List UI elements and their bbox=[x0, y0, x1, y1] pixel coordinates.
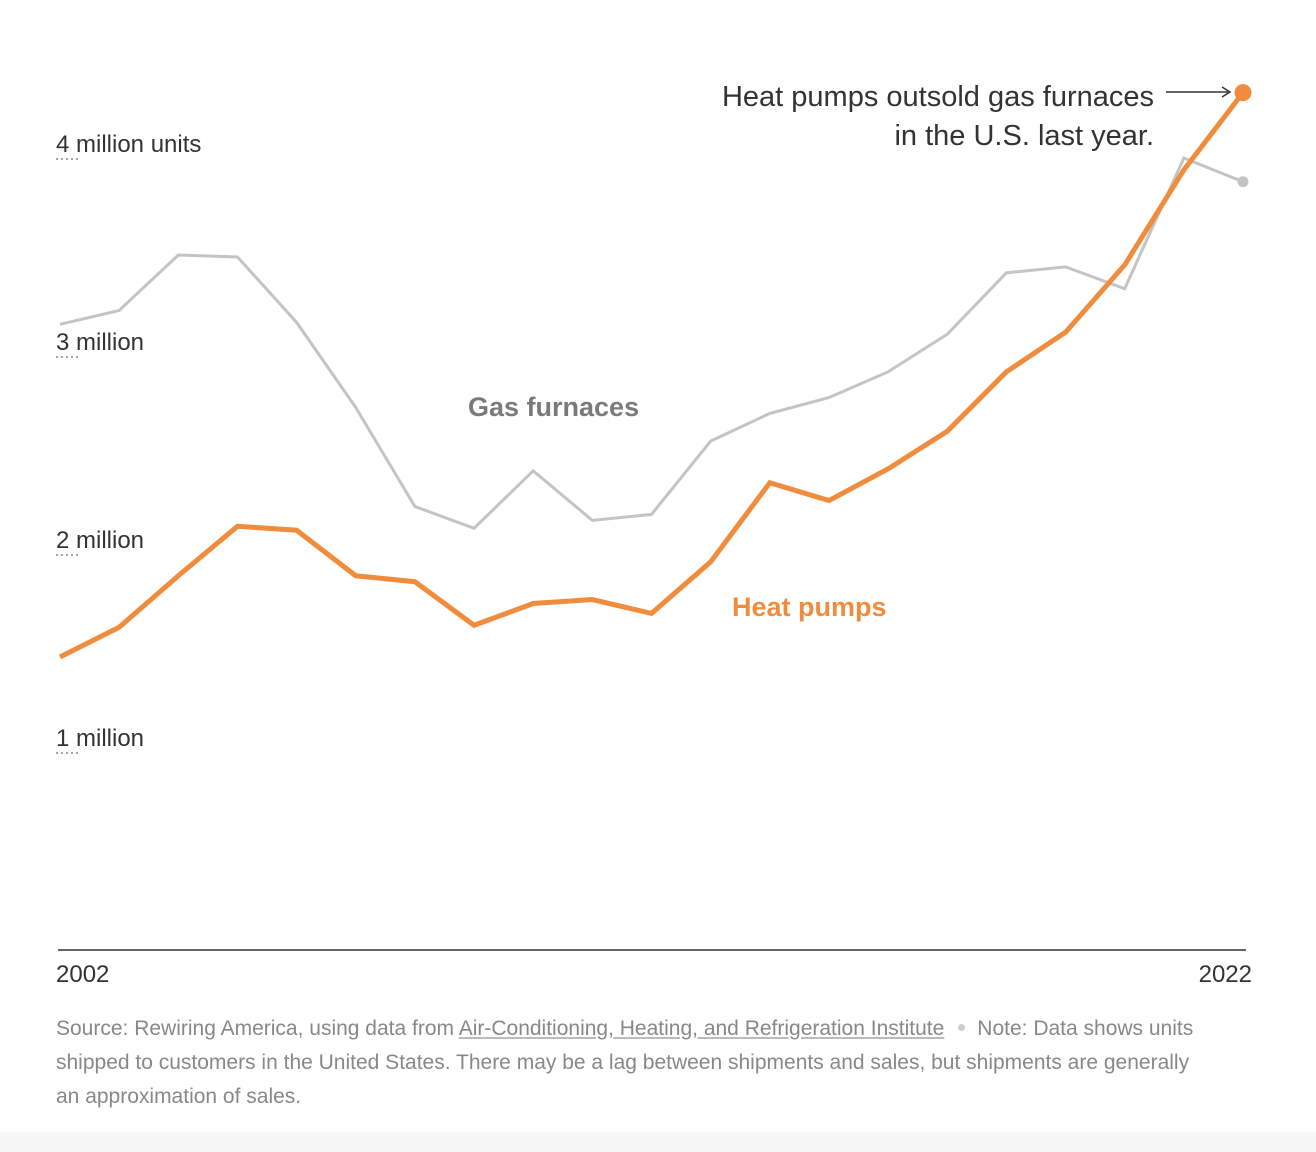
y-tick-label: 4 million units bbox=[56, 131, 201, 158]
source-link[interactable]: Air-Conditioning, Heating, and Refrigera… bbox=[458, 1017, 945, 1040]
note-text: Note: Data shows units shipped to custom… bbox=[56, 1017, 1194, 1108]
series-label-heat-pumps: Heat pumps bbox=[732, 592, 887, 622]
separator-dot-icon bbox=[958, 1024, 966, 1032]
series-label-gas-furnaces: Gas furnaces bbox=[468, 392, 639, 422]
arrow-head-icon bbox=[1221, 86, 1232, 98]
bottom-band bbox=[0, 1132, 1316, 1152]
x-tick-label: 2022 bbox=[1199, 961, 1252, 988]
y-tick-label: 2 million bbox=[56, 527, 144, 554]
line-chart: 1 million 2 million 3 million 4 million uni… bbox=[56, 81, 1252, 988]
gas-furnaces-end-point bbox=[1237, 176, 1249, 188]
annotation-line: Heat pumps outsold gas furnaces bbox=[722, 81, 1154, 113]
x-tick-label: 2002 bbox=[56, 961, 109, 988]
y-tick-label: 3 million bbox=[56, 329, 144, 356]
y-tick-label: 1 million bbox=[56, 725, 144, 752]
source-prefix: Source: Rewiring America, using data fro… bbox=[56, 1017, 459, 1040]
heat-pumps-end-point bbox=[1234, 84, 1252, 102]
source-note: Source: Rewiring America, using data fro… bbox=[56, 1012, 1216, 1114]
series-line-gas-furnaces bbox=[59, 156, 1244, 530]
series-line-heat-pumps bbox=[58, 91, 1245, 660]
annotation-line: in the U.S. last year. bbox=[894, 120, 1154, 152]
